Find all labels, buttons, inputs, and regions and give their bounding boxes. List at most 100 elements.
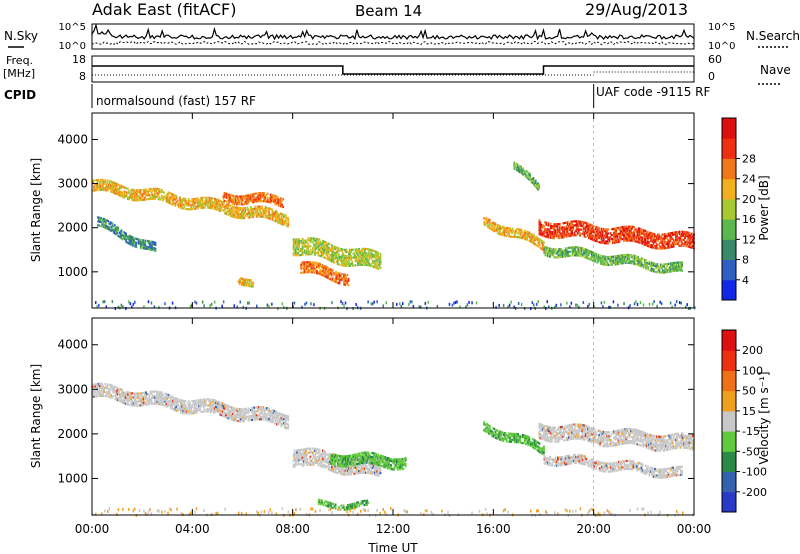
echo-cell (509, 227, 512, 230)
echo-cell (686, 233, 689, 236)
echo-cell (367, 262, 369, 265)
echo-cell (619, 260, 621, 263)
colorbar-segment (722, 279, 736, 301)
echo-cell (323, 244, 325, 247)
echo-cell (146, 239, 149, 243)
echo-cell (197, 407, 199, 410)
speckle-cell (266, 303, 269, 307)
echo-cell (241, 203, 244, 206)
echo-cell (335, 465, 338, 468)
echo-cell (123, 194, 126, 197)
echo-cell (100, 217, 103, 220)
speckle-cell (248, 301, 250, 305)
echo-cell (318, 456, 321, 459)
echo-cell (123, 396, 126, 399)
echo-cell (237, 201, 239, 204)
echo-cell (118, 187, 120, 191)
echo-cell (212, 399, 215, 402)
echo-cell (94, 183, 97, 186)
echo-cell (336, 262, 339, 265)
echo-cell (357, 264, 359, 267)
echo-cell (278, 219, 280, 222)
echo-cell (563, 222, 566, 225)
echo-cell (276, 201, 279, 205)
echo-cell (602, 236, 605, 239)
echo-cell (371, 472, 374, 475)
echo-cell (142, 188, 145, 191)
echo-cell (679, 261, 681, 264)
echo-cell (592, 255, 594, 258)
echo-cell (118, 399, 120, 402)
echo-cell (564, 227, 567, 230)
speckle-cell (495, 305, 497, 309)
echo-cell (491, 222, 493, 225)
echo-cell (212, 201, 215, 204)
echo-cell (166, 200, 169, 203)
echo-cell (144, 247, 147, 250)
echo-cell (209, 202, 212, 205)
echo-cell (277, 421, 279, 424)
echo-cell (326, 459, 329, 462)
echo-cell (115, 184, 118, 187)
echo-cell (304, 448, 306, 451)
echo-cell (197, 409, 199, 412)
echo-cell (160, 391, 163, 394)
echo-cell (194, 411, 197, 414)
echo-cell (377, 255, 380, 258)
speckle-cell (281, 302, 284, 306)
echo-cell (595, 253, 598, 256)
echo-cell (593, 256, 595, 259)
nsky-label: N.Sky (4, 29, 38, 43)
echo-cell (654, 247, 657, 250)
echo-cell (320, 273, 323, 276)
echo-cell (119, 236, 122, 239)
echo-cell (181, 199, 183, 202)
echo-cell (687, 241, 690, 244)
echo-cell (147, 192, 150, 195)
echo-cell (375, 266, 377, 269)
echo-cell (248, 200, 251, 203)
echo-cell (123, 398, 126, 401)
echo-cell (563, 253, 566, 256)
echo-cell (674, 267, 677, 270)
echo-cell (115, 392, 118, 395)
echo-cell (528, 231, 531, 234)
echo-cell (256, 406, 259, 409)
echo-cell (327, 274, 330, 278)
echo-cell (569, 234, 571, 237)
echo-cell (337, 272, 340, 275)
echo-cell (133, 240, 135, 244)
echo-cell (647, 266, 650, 269)
echo-cell (222, 407, 225, 410)
echo-cell (332, 470, 334, 473)
echo-cell (669, 264, 672, 267)
echo-cell (341, 254, 343, 257)
echo-cell (193, 411, 196, 415)
echo-cell (340, 255, 342, 259)
echo-cell (632, 225, 634, 228)
echo-cell (611, 241, 614, 245)
echo-cell (99, 392, 102, 395)
echo-cell (299, 448, 302, 452)
echo-cell (536, 238, 539, 241)
echo-cell (225, 204, 227, 207)
echo-cell (315, 237, 317, 240)
echo-cell (359, 261, 362, 264)
echo-cell (139, 396, 142, 399)
echo-cell (225, 206, 227, 209)
echo-cell (642, 233, 645, 236)
echo-cell (262, 211, 265, 214)
echo-cell (185, 200, 188, 203)
echo-cell (338, 468, 341, 471)
echo-cell (302, 458, 305, 461)
echo-cell (316, 460, 319, 463)
echo-cell (99, 220, 102, 223)
freq-label-2: [MHz] (3, 67, 35, 80)
echo-cell (667, 246, 669, 249)
echo-cell (613, 231, 615, 234)
echo-cell (241, 410, 243, 413)
echo-cell (651, 246, 654, 249)
echo-cell (297, 242, 299, 245)
echo-cell (198, 409, 200, 412)
